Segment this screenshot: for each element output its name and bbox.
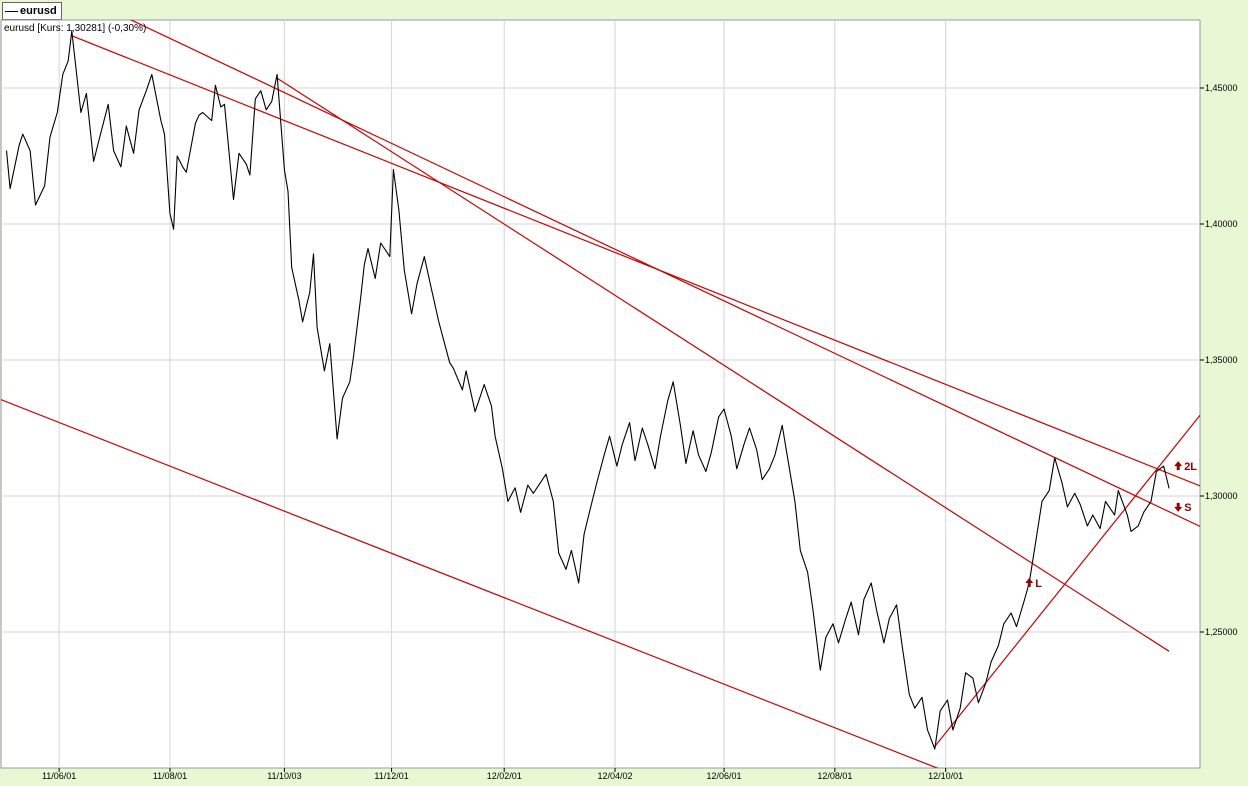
y-tick-label: 1,40000: [1205, 219, 1238, 229]
x-tick-label: 12/04/02: [598, 771, 633, 781]
trendline: [129, 20, 1200, 528]
plot-area: [0, 19, 1201, 769]
trendlines: [1, 20, 1200, 768]
y-tick-label: 1,25000: [1205, 627, 1238, 637]
trendline: [71, 35, 1200, 487]
x-tick-label: 11/08/01: [153, 771, 187, 781]
x-tick-label: 12/02/01: [487, 771, 522, 781]
x-tick-label: 11/06/01: [42, 771, 76, 781]
y-tick-label: 1,30000: [1205, 491, 1238, 501]
signal-S: S: [1174, 502, 1192, 514]
x-tick-label: 12/10/01: [928, 771, 963, 781]
trendline: [276, 77, 1170, 652]
arrow-up-icon: [1174, 461, 1183, 471]
x-tick-label: 11/10/03: [267, 771, 301, 781]
signal-2L: 2L: [1174, 461, 1197, 473]
trendline: [934, 414, 1200, 747]
arrow-down-icon: [1174, 502, 1183, 512]
chart-title: eurusd [Kurs: 1,30281] (-0,30%): [4, 23, 146, 34]
legend-swatch: [5, 10, 18, 12]
signal-L: L: [1025, 578, 1042, 590]
x-tick-label: 11/12/01: [374, 771, 408, 781]
signals: L 2L S: [1025, 461, 1197, 590]
y-tick-label: 1,35000: [1205, 355, 1238, 365]
y-tick-label: 1,45000: [1205, 83, 1238, 93]
signal-label: 2L: [1184, 461, 1197, 473]
signal-label: L: [1035, 578, 1042, 590]
price-line: [5, 30, 1170, 750]
grid: [1, 20, 1200, 768]
tab-label: eurusd: [20, 5, 57, 17]
trendline: [1, 398, 939, 768]
arrow-up-icon: [1025, 578, 1034, 588]
y-axis: 1,25000 1,30000 1,35000 1,40000 1,45000: [1200, 83, 1238, 637]
price-line-group: [5, 30, 1170, 750]
x-tick-label: 12/06/01: [707, 771, 742, 781]
signal-label: S: [1184, 502, 1191, 514]
x-axis: 11/06/01 11/08/01 11/10/03 11/12/01 12/02/01…: [42, 768, 963, 781]
x-tick-label: 12/08/01: [817, 771, 852, 781]
